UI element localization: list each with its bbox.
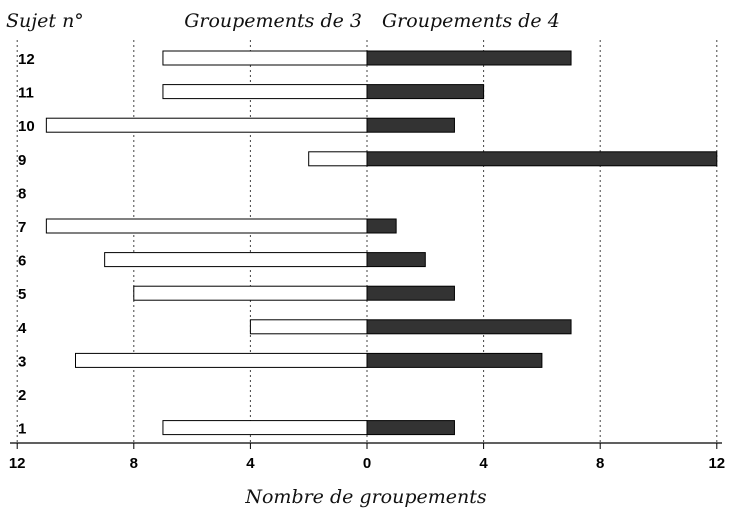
bars — [45, 50, 718, 436]
category-label: 1 — [18, 421, 26, 438]
bar-groupements-de-3 — [162, 84, 368, 100]
category-label: 2 — [18, 387, 26, 404]
bar-groupements-de-3 — [45, 117, 368, 133]
bar-groupements-de-4 — [366, 50, 572, 66]
x-tick-label: 4 — [479, 455, 488, 472]
bar-groupements-de-4 — [366, 285, 455, 301]
x-tick-label: 0 — [363, 455, 371, 472]
grid-lines — [16, 40, 718, 443]
bar-groupements-de-3 — [162, 50, 368, 66]
x-tick-label: 12 — [708, 455, 725, 472]
category-label: 9 — [18, 152, 26, 169]
legend-groupements-de-3: Groupements de 3 — [184, 10, 362, 32]
bar-groupements-de-4 — [366, 117, 455, 133]
x-tick-label: 4 — [246, 455, 255, 472]
bar-groupements-de-4 — [366, 352, 543, 368]
category-label: 11 — [18, 85, 34, 102]
x-tick-label: 8 — [596, 455, 604, 472]
bar-groupements-de-4 — [366, 218, 397, 234]
bar-groupements-de-3 — [75, 352, 368, 368]
bar-groupements-de-3 — [249, 319, 368, 335]
bar-groupements-de-3 — [308, 151, 368, 167]
legend-groupements-de-4: Groupements de 4 — [382, 10, 560, 32]
category-label: 12 — [18, 51, 35, 68]
bar-groupements-de-4 — [366, 420, 455, 436]
category-labels: 12 11 10 9 8 7 6 5 4 3 2 1 — [18, 51, 35, 438]
bar-groupements-de-3 — [45, 218, 368, 234]
x-axis-label: Nombre de groupements — [244, 486, 487, 508]
row-header: Sujet n° — [6, 10, 84, 32]
category-label: 7 — [18, 219, 26, 236]
category-label: 10 — [18, 118, 35, 135]
category-label: 4 — [18, 320, 27, 337]
category-label: 6 — [18, 253, 26, 270]
bar-groupements-de-3 — [133, 285, 368, 301]
category-label: 3 — [18, 353, 26, 370]
bar-groupements-de-3 — [104, 252, 368, 268]
bar-groupements-de-4 — [366, 319, 572, 335]
bar-groupements-de-4 — [366, 252, 426, 268]
bar-groupements-de-4 — [366, 151, 718, 167]
x-axis-ticks: 12 8 4 0 4 8 12 — [9, 443, 725, 472]
category-label: 5 — [18, 286, 26, 303]
x-tick-label: 8 — [130, 455, 138, 472]
category-label: 8 — [18, 185, 26, 202]
bar-groupements-de-3 — [162, 420, 368, 436]
x-tick-label: 12 — [9, 455, 26, 472]
bar-groupements-de-4 — [366, 84, 485, 100]
